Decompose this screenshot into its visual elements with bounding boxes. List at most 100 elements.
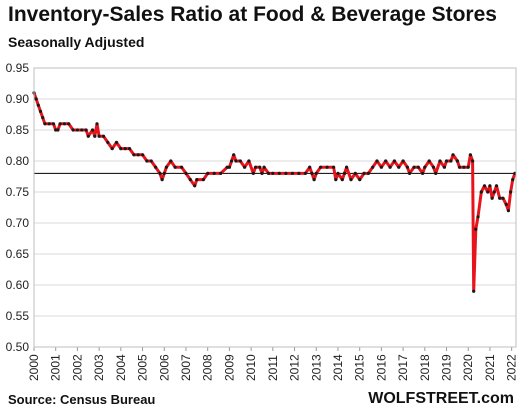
data-point bbox=[169, 159, 173, 163]
series-group bbox=[32, 91, 517, 293]
data-point bbox=[490, 196, 494, 200]
x-tick-label: 2007 bbox=[179, 354, 193, 381]
data-point bbox=[297, 171, 301, 175]
data-point bbox=[266, 171, 271, 175]
data-point bbox=[290, 171, 294, 175]
data-point bbox=[466, 165, 470, 169]
x-tick-label: 2022 bbox=[505, 354, 519, 381]
data-point bbox=[97, 134, 101, 138]
data-point bbox=[106, 140, 110, 144]
x-tick-label: 2016 bbox=[374, 354, 388, 381]
data-point bbox=[427, 159, 431, 163]
data-point bbox=[362, 171, 366, 175]
data-point bbox=[38, 109, 43, 113]
data-point bbox=[149, 159, 153, 163]
data-point bbox=[95, 122, 99, 126]
plot-frame bbox=[33, 67, 517, 348]
data-point bbox=[308, 165, 312, 169]
data-point bbox=[193, 184, 197, 188]
y-tick-label: 0.75 bbox=[6, 185, 30, 199]
data-point bbox=[75, 128, 79, 132]
data-point bbox=[504, 202, 508, 206]
x-tick-label: 2014 bbox=[331, 354, 345, 381]
data-point bbox=[234, 159, 238, 163]
data-point bbox=[342, 171, 347, 175]
data-point bbox=[353, 171, 357, 175]
data-point bbox=[145, 159, 149, 163]
data-point bbox=[479, 190, 483, 194]
x-tick-label: 2013 bbox=[309, 354, 323, 381]
x-tick-label: 2002 bbox=[70, 354, 84, 381]
data-point bbox=[154, 165, 158, 169]
gridlines bbox=[34, 67, 516, 348]
data-point bbox=[375, 159, 379, 163]
data-point bbox=[110, 147, 114, 151]
data-point bbox=[86, 134, 90, 138]
data-point bbox=[188, 178, 192, 182]
data-point bbox=[180, 165, 184, 169]
data-point bbox=[457, 165, 462, 169]
x-tick-label: 2006 bbox=[157, 354, 171, 381]
data-point bbox=[247, 159, 251, 163]
data-point bbox=[488, 184, 492, 188]
data-point bbox=[310, 171, 314, 175]
x-tick-label: 2010 bbox=[244, 354, 258, 381]
data-point bbox=[47, 122, 51, 126]
data-point bbox=[271, 171, 275, 175]
y-tick-label: 0.90 bbox=[6, 92, 30, 106]
data-point bbox=[451, 153, 455, 157]
data-point bbox=[230, 159, 234, 163]
data-point bbox=[455, 159, 459, 163]
data-point bbox=[421, 171, 425, 175]
x-tick-label: 2017 bbox=[396, 354, 410, 381]
data-point bbox=[498, 196, 502, 200]
x-axis-ticks: 2000 2001 2002 2003 2004 2005 2006 2007 2008 2009… bbox=[27, 347, 519, 381]
data-point bbox=[312, 178, 316, 182]
y-tick-label: 0.95 bbox=[6, 61, 30, 75]
data-point bbox=[123, 147, 127, 151]
source-note: Source: Census Bureau bbox=[8, 392, 156, 407]
data-point bbox=[201, 178, 205, 182]
data-point bbox=[253, 165, 258, 169]
x-tick-label: 2003 bbox=[92, 354, 106, 381]
x-tick-label: 2000 bbox=[27, 354, 41, 381]
data-point bbox=[84, 128, 88, 132]
data-point bbox=[127, 147, 132, 151]
data-point bbox=[442, 165, 446, 169]
data-point bbox=[468, 153, 472, 157]
data-point bbox=[494, 184, 499, 188]
x-tick-label: 2011 bbox=[266, 355, 280, 381]
data-point bbox=[227, 165, 231, 169]
y-tick-label: 0.55 bbox=[6, 309, 30, 323]
data-point bbox=[51, 122, 56, 126]
data-point bbox=[384, 159, 388, 163]
y-tick-label: 0.60 bbox=[6, 278, 30, 292]
y-tick-label: 0.80 bbox=[6, 154, 30, 168]
data-point bbox=[334, 178, 338, 182]
data-point bbox=[62, 122, 66, 126]
data-point bbox=[366, 171, 370, 175]
data-point bbox=[416, 165, 420, 169]
data-point bbox=[251, 171, 255, 175]
data-point bbox=[132, 153, 136, 157]
data-point bbox=[141, 153, 145, 157]
data-point bbox=[511, 178, 515, 182]
data-point bbox=[471, 159, 475, 163]
data-point bbox=[258, 165, 262, 169]
data-point bbox=[501, 196, 505, 200]
data-point bbox=[314, 171, 318, 175]
data-point bbox=[474, 227, 478, 231]
data-point bbox=[67, 122, 71, 126]
data-point bbox=[431, 165, 436, 169]
data-point bbox=[243, 165, 247, 169]
data-point bbox=[371, 165, 375, 169]
data-point bbox=[119, 147, 123, 151]
data-point bbox=[412, 165, 416, 169]
data-point bbox=[472, 289, 476, 293]
x-tick-label: 2012 bbox=[288, 354, 302, 381]
y-tick-label: 0.70 bbox=[6, 216, 30, 230]
x-tick-label: 2001 bbox=[49, 354, 63, 381]
x-tick-label: 2020 bbox=[461, 354, 475, 381]
data-point bbox=[397, 165, 401, 169]
